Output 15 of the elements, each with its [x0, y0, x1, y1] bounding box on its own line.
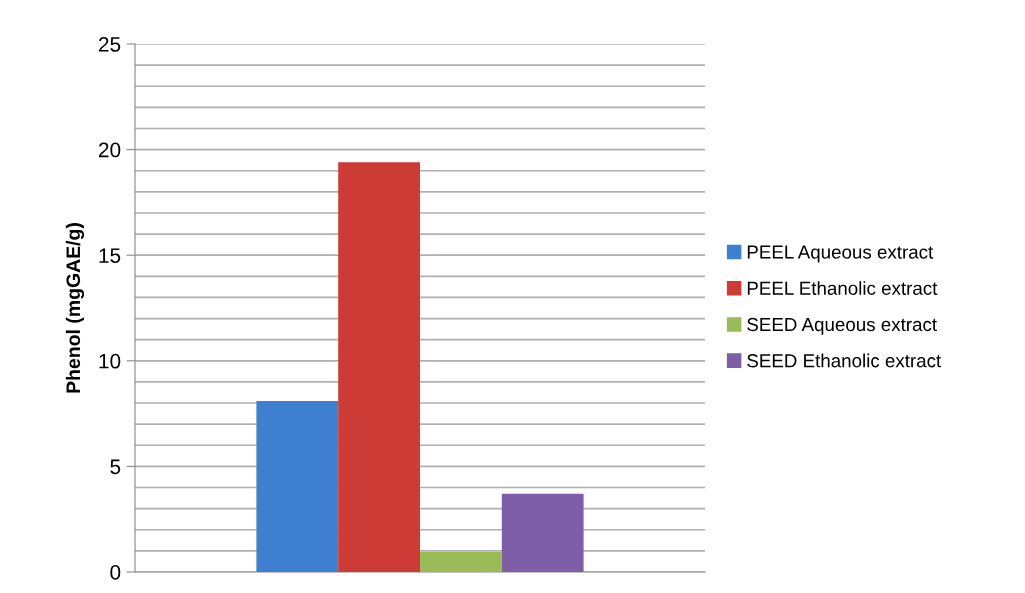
legend-label: PEEL Aqueous extract [747, 245, 934, 263]
y-tick-label: 25 [98, 37, 121, 52]
bar [256, 400, 339, 572]
y-tick-label: 10 [99, 353, 121, 369]
bar [501, 493, 584, 572]
bar [420, 551, 502, 572]
legend-label: SEED Aqueous extract [747, 317, 937, 335]
y-tick-label: 5 [110, 459, 121, 475]
y-tick-label: 20 [98, 142, 121, 158]
y-tick-label: 15 [99, 248, 121, 263]
legend-label: SEED Ethanolic extract [747, 353, 942, 368]
y-axis-title: Phenol (mgGAE/g) [65, 223, 85, 393]
y-tick-label: 0 [110, 565, 121, 580]
bar [338, 162, 420, 572]
legend-label: PEEL Ethanolic extract [747, 281, 938, 295]
